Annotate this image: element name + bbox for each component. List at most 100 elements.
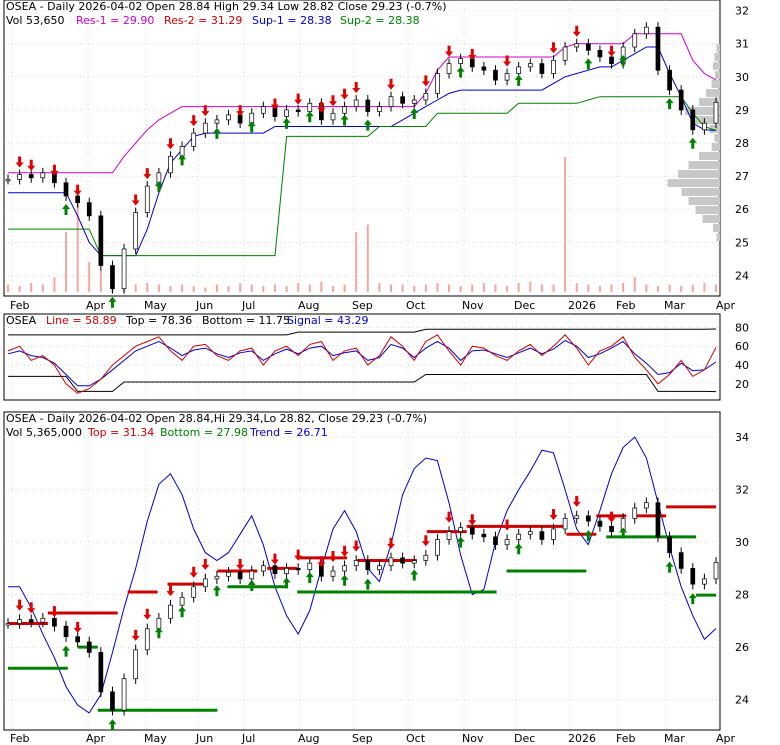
volume-bar	[401, 284, 404, 292]
buy-arrow-icon	[247, 121, 256, 133]
price-x-tick-label: Aug	[298, 299, 319, 312]
trend-candle-body	[527, 531, 533, 535]
volume-profile-bar	[667, 179, 720, 187]
trend-x-tick-label: Dec	[514, 732, 535, 745]
sell-arrow-icon	[340, 88, 349, 100]
price-y-tick-label: 25	[735, 236, 749, 249]
trend-header-line2: Vol 5,365,000 Top = 31.34 Bottom = 27.98…	[6, 426, 328, 439]
price-candle-body	[644, 26, 649, 35]
volume-bar	[459, 286, 462, 292]
volume-bar	[703, 283, 706, 292]
volume-bar	[204, 287, 207, 292]
trend-candle-body	[702, 578, 707, 585]
volume-bar	[680, 286, 683, 292]
price-candle-body	[144, 185, 150, 213]
trend-candle-body	[168, 604, 173, 619]
oscillator-y-tick-label: 80	[735, 321, 749, 334]
trend-candle-body	[655, 502, 661, 538]
price-candle-body	[667, 69, 672, 91]
volume-bars	[7, 157, 717, 292]
volume-profile-bar	[699, 98, 720, 106]
price-y-tick-label: 24	[735, 269, 749, 282]
price-header-sup2: Sup-2 = 28.38	[340, 14, 420, 27]
trend-candle-body	[609, 525, 614, 532]
price-candle-body	[5, 179, 11, 182]
price-candle-body	[260, 106, 266, 114]
trend-arrows	[15, 495, 697, 731]
price-candle-body	[28, 174, 34, 179]
price-x-tick-label: Mar	[664, 299, 685, 312]
volume-bar	[7, 284, 9, 292]
buy-arrow-icon	[410, 108, 419, 119]
volume-bar	[30, 283, 33, 292]
sell-arrow-icon	[352, 540, 361, 552]
buy-arrow-icon	[247, 580, 256, 591]
trend-candle-body	[214, 575, 220, 580]
trend-grid	[4, 412, 720, 730]
volume-profile-bar	[715, 71, 720, 79]
price-candle-body	[574, 43, 580, 48]
volume-bar	[540, 284, 543, 292]
price-candle-body	[539, 63, 545, 74]
sell-arrow-icon	[50, 606, 59, 618]
trend-panel: 24 26 28 30 32 34 Feb Apr May Jun Jul Aug Sep Oct Nov…	[3, 411, 749, 745]
trend-x-tick-label: Oct	[406, 732, 426, 745]
trend-candle-body	[17, 619, 22, 624]
price-candle-body	[307, 102, 313, 112]
volume-profile-bar	[706, 89, 720, 97]
sell-arrow-icon	[131, 629, 140, 641]
trend-x-tick-label: Feb	[10, 732, 29, 745]
price-x-tick-label: 2026	[568, 299, 596, 312]
price-panel-frame	[3, 0, 721, 297]
price-candle-body	[446, 63, 452, 74]
trend-y-tick-label: 28	[735, 589, 749, 602]
volume-bar	[633, 277, 636, 292]
price-candle-body	[423, 93, 429, 101]
volume-bar	[41, 284, 44, 292]
volume-bar	[378, 283, 381, 292]
trend-candle-body	[411, 560, 417, 564]
buy-arrow-icon	[584, 58, 593, 70]
volume-bar	[587, 284, 590, 292]
volume-profile-bar	[685, 107, 720, 115]
price-candle-body	[609, 56, 614, 64]
trend-candle-body	[562, 518, 568, 530]
price-candle-body	[40, 172, 46, 179]
trend-candle-body	[713, 561, 719, 580]
price-candle-body	[63, 182, 69, 197]
price-x-tick-label: Feb	[10, 299, 29, 312]
price-candle-body	[295, 109, 301, 112]
price-y-tick-label: 31	[735, 38, 749, 51]
buy-arrow-icon	[456, 66, 465, 78]
volume-bar	[273, 284, 276, 292]
price-candle-body	[458, 58, 464, 64]
sell-arrow-icon	[166, 585, 175, 597]
buy-arrow-icon	[154, 627, 163, 639]
sell-arrow-icon	[294, 549, 303, 561]
trend-candle-body	[191, 586, 197, 598]
sell-arrow-icon	[549, 508, 558, 520]
trend-candles	[5, 497, 719, 716]
price-candle-body	[678, 89, 684, 111]
sell-arrow-icon	[421, 75, 430, 87]
trend-candle-body	[237, 571, 243, 580]
price-candle-body	[690, 109, 696, 131]
oscillator-header-line: Line = 58.89	[46, 314, 117, 327]
sell-arrow-icon	[236, 105, 245, 117]
trend-candle-body	[667, 536, 672, 553]
price-x-ticks: Feb Apr May Jun Jul Aug Sep Oct Nov Dec 2026 Feb Mar…	[10, 299, 736, 312]
volume-bar	[192, 286, 195, 292]
volume-bar	[181, 284, 184, 292]
volume-bar	[65, 232, 68, 292]
buy-arrow-icon	[340, 574, 349, 586]
volume-bar	[239, 283, 242, 292]
price-candle-body	[493, 69, 498, 81]
trend-x-tick-label: Mar	[664, 732, 685, 745]
price-panel: 24 25 26 27 28 29 30 31 32 Feb Apr May Jun Jul Aug Sep…	[3, 0, 749, 312]
volume-profile-bar	[711, 80, 720, 88]
buy-arrow-icon	[212, 585, 221, 597]
price-candle-body	[75, 195, 80, 203]
price-candle-body	[411, 99, 417, 104]
oscillator-main-line	[7, 334, 717, 394]
